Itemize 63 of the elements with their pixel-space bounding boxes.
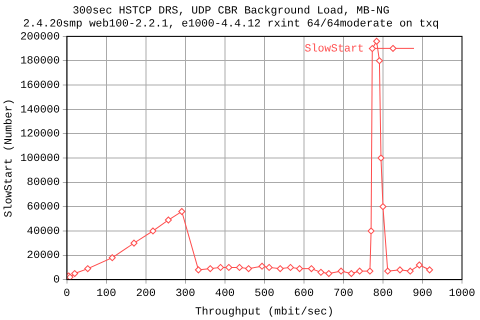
point (206, 265, 214, 272)
x-tick-label: 800 (373, 288, 393, 300)
point (225, 264, 232, 271)
y-tick-label: 80000 (26, 177, 60, 190)
x-tick-label: 400 (214, 288, 235, 300)
point (348, 270, 355, 278)
x-tick-label: 500 (254, 288, 274, 300)
point (108, 254, 116, 262)
point (258, 262, 266, 270)
point (379, 203, 386, 210)
x-axis-title: Throughput (mbit/sec) (195, 306, 334, 318)
point (368, 227, 375, 234)
point (130, 240, 138, 247)
text: 2.4.20smp web100-2.2.1, e1000-4.4.12 rxint 64/64moderate on txq (23, 18, 439, 31)
point (368, 45, 376, 52)
point (194, 266, 202, 274)
x-tick-label: 300 (175, 288, 196, 300)
point (356, 268, 364, 275)
x-tick-label: 100 (96, 288, 116, 300)
x-tick-label: 700 (334, 288, 354, 300)
y-tick-label: 0 (53, 274, 60, 287)
point (296, 265, 304, 272)
point (376, 57, 383, 64)
y-tick-label: 180000 (20, 56, 60, 68)
legend-label: SlowStart (304, 43, 364, 56)
y-tick-label: 40000 (26, 226, 60, 238)
point (217, 264, 224, 271)
y-tick-label: 200000 (20, 31, 60, 44)
point (266, 264, 273, 271)
x-tick-label: 0 (64, 288, 70, 300)
point (308, 265, 315, 272)
y-tick-label: 60000 (26, 202, 60, 214)
text: 300sec HSTCP DRS, UDP CBR Background Load, MB-NG (72, 6, 390, 18)
point (245, 265, 252, 272)
point (84, 265, 92, 272)
point (178, 208, 186, 216)
y-tick-label: 140000 (20, 104, 60, 116)
point (406, 268, 414, 275)
x-tick-label: 900 (412, 288, 432, 300)
point (317, 268, 324, 276)
point (366, 268, 374, 275)
y-axis-title: SlowStart (Number) (4, 98, 16, 218)
point (373, 38, 380, 45)
point (426, 266, 434, 274)
point (396, 266, 404, 274)
point (149, 227, 156, 234)
x-tick-label: 1000 (448, 288, 476, 300)
point (338, 268, 345, 275)
point (325, 270, 332, 278)
y-tick-label: 20000 (26, 250, 60, 262)
point (416, 262, 423, 269)
point (286, 264, 294, 271)
x-tick-label: 200 (136, 288, 156, 300)
point (377, 154, 384, 162)
point (71, 270, 78, 278)
point (164, 216, 172, 224)
x-tick-label: 600 (294, 288, 314, 300)
y-tick-label: 100000 (20, 152, 60, 165)
point (384, 268, 392, 275)
point (236, 264, 244, 271)
point (276, 265, 284, 272)
y-tick-label: 120000 (20, 128, 60, 141)
y-tick-label: 160000 (20, 80, 60, 92)
